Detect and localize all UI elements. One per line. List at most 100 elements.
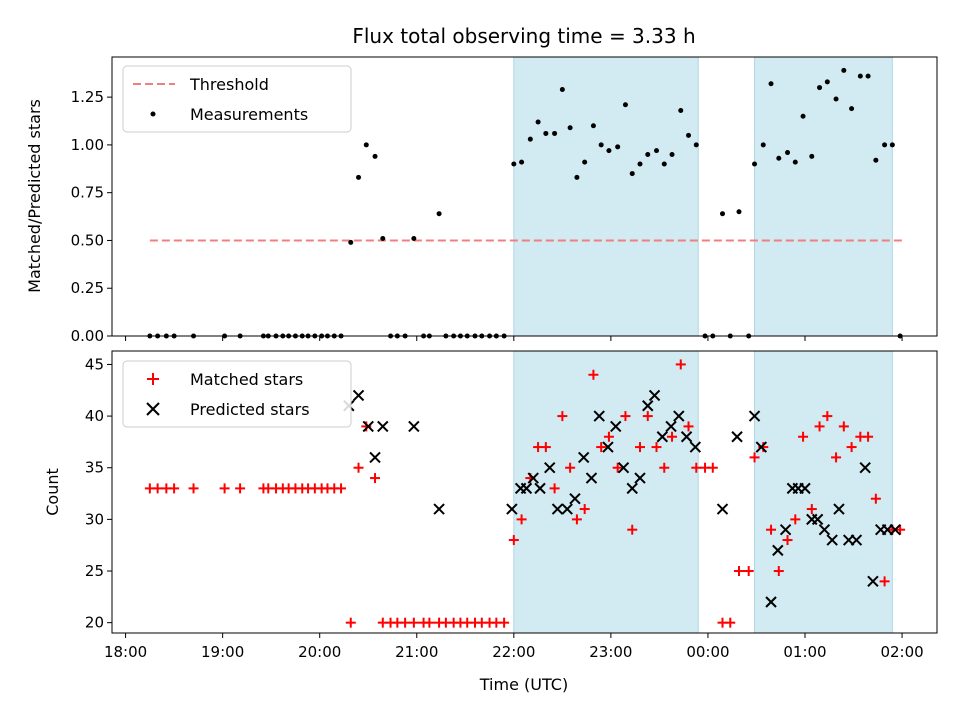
measurement-point [785, 150, 791, 156]
x-tick-label: 19:00 [201, 643, 244, 661]
matched-stars-point [336, 483, 347, 494]
matched-stars-point [169, 483, 180, 494]
predicted-stars-point [569, 493, 581, 505]
predicted-stars-point [748, 410, 761, 422]
matched-stars-point [353, 462, 364, 473]
predicted-stars-point [551, 503, 564, 515]
measurement-point [567, 125, 573, 131]
measurement-point [348, 239, 354, 245]
legend-measurements-swatch [150, 111, 156, 117]
predicted-stars-point [433, 503, 445, 515]
predicted-stars-point [867, 575, 879, 588]
predicted-stars-point [665, 420, 677, 433]
predicted-stars-point [673, 410, 685, 422]
matched-stars-point [822, 411, 833, 422]
predicted-stars-point [833, 503, 845, 515]
y-tick-label: 40 [85, 407, 104, 425]
measurement-point [363, 142, 369, 148]
legend-predicted-label: Predicted stars [190, 400, 310, 419]
x-tick-label: 18:00 [104, 643, 147, 661]
bottom-ylabel: Count [43, 468, 62, 516]
measurement-point [637, 161, 643, 167]
top-ylabel: Matched/Predicted stars [25, 99, 44, 293]
predicted-stars-point [369, 451, 381, 464]
x-tick-label: 02:00 [880, 643, 923, 661]
predicted-stars-point [818, 523, 831, 536]
top-legend: Threshold Measurements [122, 65, 352, 133]
matched-stars-point [870, 493, 881, 504]
predicted-stars-point [617, 462, 630, 474]
y-tick-label: 1.25 [71, 88, 104, 106]
predicted-stars-point [377, 420, 389, 433]
predicted-stars-point [362, 420, 374, 433]
matched-stars-point [675, 359, 686, 370]
measurement-point [849, 106, 855, 112]
x-axis-label: Time (UTC) [479, 675, 568, 694]
measurement-point [645, 151, 651, 157]
predicted-stars-point [859, 462, 871, 474]
legend-threshold-label: Threshold [189, 75, 269, 94]
predicted-stars-point [561, 503, 573, 515]
matched-stars-point [370, 473, 381, 484]
matched-stars-point [579, 504, 590, 515]
legend-measurements-label: Measurements [190, 105, 308, 124]
matched-stars-point [188, 483, 199, 494]
measurement-point [817, 85, 823, 91]
predicted-stars-point [765, 596, 777, 608]
predicted-stars-point [544, 462, 556, 474]
shaded-interval-top-1 [754, 56, 893, 337]
predicted-stars-point [755, 441, 768, 453]
matched-stars-point [725, 617, 736, 628]
predicted-stars-point [585, 472, 598, 484]
legend-predicted-swatch [146, 402, 160, 416]
matched-stars-point [879, 576, 890, 587]
x-tick-label: 22:00 [492, 643, 535, 661]
measurement-point [436, 211, 442, 217]
predicted-stars-point [779, 523, 792, 536]
shaded-interval-bottom-1 [754, 350, 893, 634]
measurement-point [661, 161, 667, 167]
matched-stars-point [773, 566, 784, 577]
predicted-stars-point [680, 431, 693, 443]
predicted-stars-point [811, 513, 824, 526]
matched-stars-point [627, 524, 638, 535]
measurement-point [552, 130, 558, 136]
predicted-stars-point [527, 472, 539, 484]
predicted-stars-point [716, 503, 729, 515]
measurement-point [693, 142, 699, 148]
measurement-point [511, 161, 517, 167]
shaded-interval-top-0 [513, 56, 699, 337]
measurement-point [582, 159, 588, 165]
x-tick-label: 01:00 [783, 643, 826, 661]
y-tick-label: 45 [85, 355, 104, 373]
measurement-point [615, 144, 621, 150]
matched-stars-point [400, 617, 411, 628]
measurement-point [356, 174, 362, 180]
measurement-point [882, 142, 888, 148]
measurement-point [800, 113, 806, 119]
matched-stars-point [571, 514, 582, 525]
matched-stars-point [782, 535, 793, 546]
measurement-point [792, 159, 798, 165]
x-tick-label: 00:00 [686, 643, 729, 661]
y-tick-label: 0.00 [71, 327, 104, 345]
predicted-stars-point [656, 431, 669, 443]
measurement-point [824, 79, 830, 85]
measurement-point [535, 119, 541, 125]
matched-stars-point [683, 421, 694, 432]
predicted-stars-point [634, 472, 646, 484]
y-tick-label: 1.00 [71, 136, 104, 154]
measurement-point [865, 73, 871, 79]
measurement-point [833, 96, 839, 102]
measurement-point [809, 153, 815, 159]
matched-stars-point [361, 421, 372, 432]
measurement-point [598, 142, 604, 148]
x-tick-label: 20:00 [298, 643, 341, 661]
measurement-point [411, 236, 417, 242]
matched-stars-point [565, 462, 576, 473]
predicted-stars-point [602, 441, 614, 453]
predicted-stars-point [610, 420, 622, 433]
panel-top: 0.00 0.25 0.50 0.75 1.00 1.25 Matched/Predict… [25, 56, 938, 345]
predicted-stars-point [889, 523, 901, 536]
